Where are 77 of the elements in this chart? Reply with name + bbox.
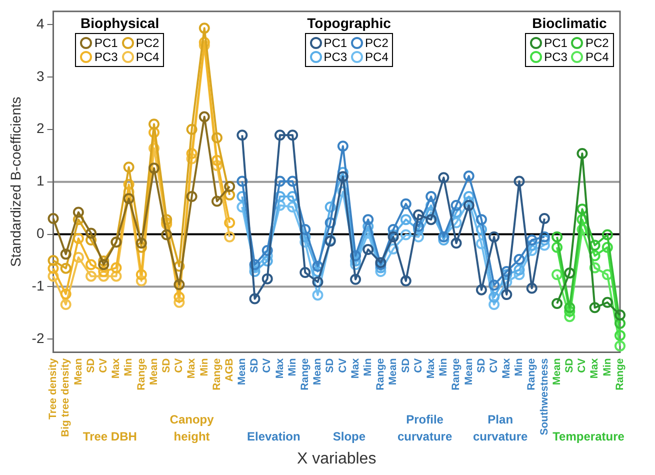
x-tick-label: Min bbox=[122, 358, 135, 376]
text: Tree DBH bbox=[82, 429, 137, 444]
legend-label: PC3 bbox=[544, 50, 568, 64]
legend-label: PC4 bbox=[136, 50, 160, 64]
x-tick-label: CV bbox=[173, 358, 186, 373]
x-tick-label: Range bbox=[526, 358, 538, 390]
x-tick-label: Max bbox=[186, 358, 198, 379]
x-tick-label: SD bbox=[160, 358, 172, 373]
x-tick-label: Max bbox=[424, 358, 437, 379]
x-tick-label: CV bbox=[576, 358, 588, 373]
legend-label: PC3 bbox=[94, 50, 118, 64]
legend-label: PC2 bbox=[365, 36, 388, 50]
legend-label: PC3 bbox=[324, 50, 348, 64]
x-tick-label: Min bbox=[286, 358, 298, 376]
x-tick-label: Min bbox=[198, 358, 210, 376]
x-tick-label: Mean bbox=[148, 358, 160, 386]
annotation: Topographic bbox=[306, 15, 392, 32]
x-tick-label: Mean bbox=[387, 358, 400, 386]
x-tick-label: SD bbox=[475, 358, 488, 373]
x-tick-label: Southwestness bbox=[538, 358, 550, 436]
legend-label: PC1 bbox=[544, 36, 568, 50]
x-tick-label: CV bbox=[488, 358, 500, 373]
y-tick-label: 0 bbox=[36, 225, 44, 242]
x-tick-label: Range bbox=[210, 358, 223, 390]
x-tick-label: CV bbox=[336, 358, 349, 373]
legend-label: PC4 bbox=[365, 50, 388, 64]
y-tick-label: 2 bbox=[36, 120, 44, 136]
y-axis-title: Standardized B-coefficients bbox=[7, 96, 24, 267]
x-tick-label: Min bbox=[362, 358, 374, 376]
x-tick-label: Min bbox=[438, 358, 450, 376]
x-tick-label: Tree density bbox=[47, 358, 60, 420]
y-tick-label: -1 bbox=[32, 278, 44, 294]
x-axis-title: X variables bbox=[297, 450, 376, 468]
legend-label: PC2 bbox=[136, 36, 160, 50]
x-tick-label: Max bbox=[588, 358, 601, 379]
annotation: Bioclimatic bbox=[531, 15, 608, 32]
y-tick-label: 3 bbox=[36, 68, 44, 84]
x-tick-label: Range bbox=[450, 358, 462, 390]
x-tick-label: SD bbox=[324, 358, 336, 373]
x-tick-label: Big tree density bbox=[60, 358, 72, 438]
x-tick-label: SD bbox=[400, 358, 412, 373]
text: Canopy height bbox=[170, 412, 214, 444]
text: Profile curvature bbox=[397, 412, 452, 444]
x-tick-label: Mean bbox=[462, 358, 475, 386]
x-tick-label: Min bbox=[513, 358, 526, 376]
x-tick-label: Max bbox=[500, 358, 513, 379]
x-tick-label: SD bbox=[84, 358, 97, 373]
x-tick-label: SD bbox=[564, 358, 576, 373]
x-tick-label: CV bbox=[412, 358, 424, 373]
x-tick-label: Range bbox=[614, 358, 626, 390]
y-tick-label: 4 bbox=[36, 15, 44, 32]
x-tick-label: Max bbox=[110, 358, 122, 379]
text: Elevation bbox=[246, 429, 300, 444]
x-tick-label: AGB bbox=[223, 358, 236, 382]
y-tick-label: -2 bbox=[32, 330, 44, 346]
text: Plan curvature bbox=[473, 412, 528, 444]
x-tick-label: Max bbox=[349, 358, 362, 379]
y-tick-label: 1 bbox=[36, 172, 44, 189]
x-tick-label: CV bbox=[98, 358, 110, 373]
x-tick-label: Mean bbox=[550, 358, 563, 386]
legend-label: PC4 bbox=[585, 50, 609, 64]
x-tick-label: Range bbox=[299, 358, 312, 390]
legend-label: PC2 bbox=[585, 36, 609, 50]
x-tick-label: Mean bbox=[236, 358, 248, 386]
x-tick-label: Min bbox=[601, 358, 614, 376]
legend-label: PC1 bbox=[94, 36, 118, 50]
text: Slope bbox=[332, 429, 366, 444]
x-tick-label: Max bbox=[274, 358, 286, 379]
text: Temperature bbox=[552, 429, 625, 444]
x-tick-label: SD bbox=[248, 358, 261, 373]
x-tick-label: Range bbox=[135, 358, 148, 390]
x-tick-label: Mean bbox=[72, 358, 84, 386]
legend-label: PC1 bbox=[324, 36, 348, 50]
x-tick-label: CV bbox=[261, 358, 274, 373]
annotation: Biophysical bbox=[80, 15, 160, 32]
x-tick-label: Range bbox=[374, 358, 387, 390]
x-tick-label: Mean bbox=[312, 358, 324, 386]
